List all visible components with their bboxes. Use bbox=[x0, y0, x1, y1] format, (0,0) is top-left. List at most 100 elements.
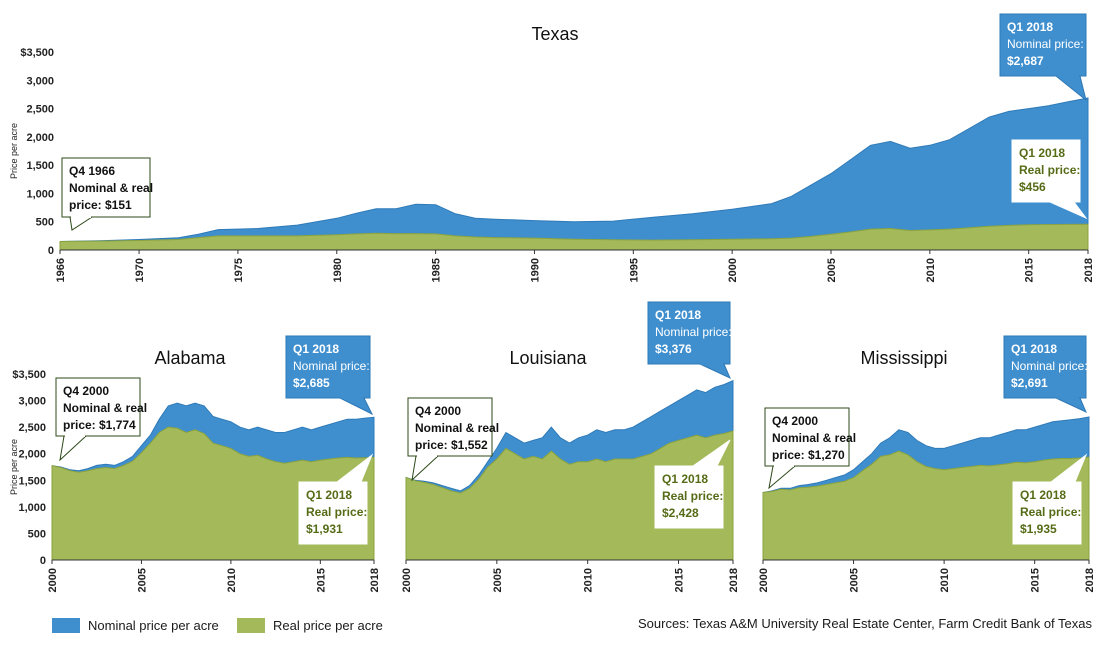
nominal-price-area bbox=[59, 97, 1089, 251]
callout-pointer bbox=[59, 435, 88, 462]
legend-item-real: Real price per acre bbox=[237, 613, 383, 637]
callout-line1: Real price: bbox=[662, 489, 723, 503]
real-price-area bbox=[762, 450, 1090, 561]
y-tick-label: 1,500 bbox=[26, 160, 54, 172]
callout-pointer bbox=[339, 397, 374, 416]
x-tick-label: 1970 bbox=[134, 258, 146, 282]
callout-box bbox=[285, 335, 371, 399]
real-price-area bbox=[51, 426, 375, 561]
callout-line2: price: $1,552 bbox=[415, 438, 488, 452]
y-tick-label: $3,500 bbox=[12, 369, 46, 381]
callout-pointer bbox=[699, 363, 731, 380]
y-tick-label: 2,500 bbox=[18, 422, 46, 434]
y-tick-label: 500 bbox=[36, 217, 54, 229]
x-tick-label: 2005 bbox=[849, 568, 861, 592]
callout-line2: price: $151 bbox=[69, 198, 132, 212]
callout-line1: Nominal & real bbox=[772, 431, 856, 445]
callout-box bbox=[999, 13, 1087, 77]
callout-line2: price: $1,270 bbox=[772, 448, 845, 462]
callout-line2: $1,935 bbox=[1020, 522, 1057, 536]
callout-pointer bbox=[69, 216, 94, 231]
source-note: Sources: Texas A&M University Real Estat… bbox=[638, 616, 1092, 631]
callout-line1: Real price: bbox=[306, 505, 367, 519]
x-tick-label: 2018 bbox=[1083, 258, 1095, 282]
x-tick-label: 2015 bbox=[1030, 568, 1042, 592]
callout-line2: $2,685 bbox=[293, 376, 330, 390]
callout-line1: Nominal price: bbox=[293, 359, 370, 373]
callout-period: Q1 2018 bbox=[293, 342, 339, 356]
x-tick-label: 1985 bbox=[431, 258, 443, 282]
x-tick-label: 1995 bbox=[628, 258, 640, 282]
callout-period: Q4 2000 bbox=[415, 404, 461, 418]
x-tick-label: 2005 bbox=[136, 568, 148, 592]
callout-period: Q1 2018 bbox=[655, 308, 701, 322]
chart-title-3: Mississippi bbox=[860, 348, 947, 368]
y-axis-label: Price per acre bbox=[9, 123, 19, 179]
callout-box bbox=[764, 407, 850, 467]
chart-title-1: Alabama bbox=[154, 348, 226, 368]
x-tick-label: 2000 bbox=[727, 258, 739, 282]
callout-box bbox=[1012, 481, 1082, 545]
x-tick-label: 1980 bbox=[332, 258, 344, 282]
x-tick-label: 2000 bbox=[47, 568, 59, 592]
callout-line2: $3,376 bbox=[655, 342, 692, 356]
callout-line1: Nominal & real bbox=[69, 181, 153, 195]
callout-pointer bbox=[1055, 397, 1087, 414]
callout-line1: Nominal & real bbox=[415, 421, 499, 435]
callout-line2: $2,691 bbox=[1011, 376, 1048, 390]
y-tick-label: 3,000 bbox=[18, 396, 46, 408]
legend-swatch-real bbox=[237, 617, 265, 633]
x-tick-label: 2010 bbox=[925, 258, 937, 282]
y-tick-label: 1,000 bbox=[18, 502, 46, 514]
callout-period: Q4 2000 bbox=[63, 384, 109, 398]
y-tick-label: 2,000 bbox=[26, 132, 54, 144]
callout-line2: price: $1,774 bbox=[63, 418, 136, 432]
x-tick-label: 2010 bbox=[226, 568, 238, 592]
x-tick-label: 1966 bbox=[55, 258, 67, 282]
legend-swatch-nominal bbox=[52, 617, 80, 633]
callout-pointer bbox=[768, 465, 797, 490]
y-tick-label: 2,000 bbox=[18, 449, 46, 461]
callout-pointer bbox=[1054, 75, 1087, 102]
x-tick-label: 2015 bbox=[674, 568, 686, 592]
legend-label-nominal: Nominal price per acre bbox=[88, 617, 219, 633]
callout-box bbox=[61, 157, 151, 218]
y-tick-label: 1,000 bbox=[26, 188, 54, 200]
x-tick-label: 1975 bbox=[233, 258, 245, 282]
legend-item-nominal: Nominal price per acre bbox=[52, 613, 219, 637]
callout-period: Q1 2018 bbox=[1019, 146, 1065, 160]
y-tick-label: 1,500 bbox=[18, 475, 46, 487]
x-tick-label: 2010 bbox=[583, 568, 595, 592]
callout-period: Q4 2000 bbox=[772, 414, 818, 428]
callout-line1: Real price: bbox=[1020, 505, 1081, 519]
x-tick-label: 2015 bbox=[1024, 258, 1036, 282]
callout-period: Q1 2018 bbox=[306, 488, 352, 502]
legend-label-real: Real price per acre bbox=[273, 617, 383, 633]
y-tick-label: 0 bbox=[48, 245, 54, 257]
callout-line1: Nominal price: bbox=[1011, 359, 1088, 373]
chart-title-2: Louisiana bbox=[509, 348, 587, 368]
x-tick-label: 2018 bbox=[369, 568, 381, 592]
callout-line2: $456 bbox=[1019, 180, 1046, 194]
callout-period: Q1 2018 bbox=[662, 472, 708, 486]
callout-line2: $2,428 bbox=[662, 506, 699, 520]
callout-line2: $2,687 bbox=[1007, 54, 1044, 68]
x-tick-label: 2015 bbox=[315, 568, 327, 592]
callout-box bbox=[1011, 139, 1081, 203]
y-tick-label: 3,000 bbox=[26, 75, 54, 87]
callout-box bbox=[407, 397, 493, 457]
callout-box bbox=[647, 301, 731, 365]
real-price-area bbox=[405, 430, 734, 561]
x-tick-label: 2018 bbox=[1084, 568, 1096, 592]
y-axis-label: Price per acre bbox=[9, 439, 19, 495]
callout-line1: Nominal price: bbox=[655, 325, 732, 339]
callout-line1: Real price: bbox=[1019, 163, 1080, 177]
callout-box bbox=[1003, 335, 1087, 399]
y-tick-label: $3,500 bbox=[20, 47, 54, 59]
x-tick-label: 1990 bbox=[529, 258, 541, 282]
chart-title-0: Texas bbox=[531, 24, 578, 44]
callout-box bbox=[298, 481, 368, 545]
x-tick-label: 2000 bbox=[401, 568, 413, 592]
callout-pointer bbox=[411, 455, 440, 482]
